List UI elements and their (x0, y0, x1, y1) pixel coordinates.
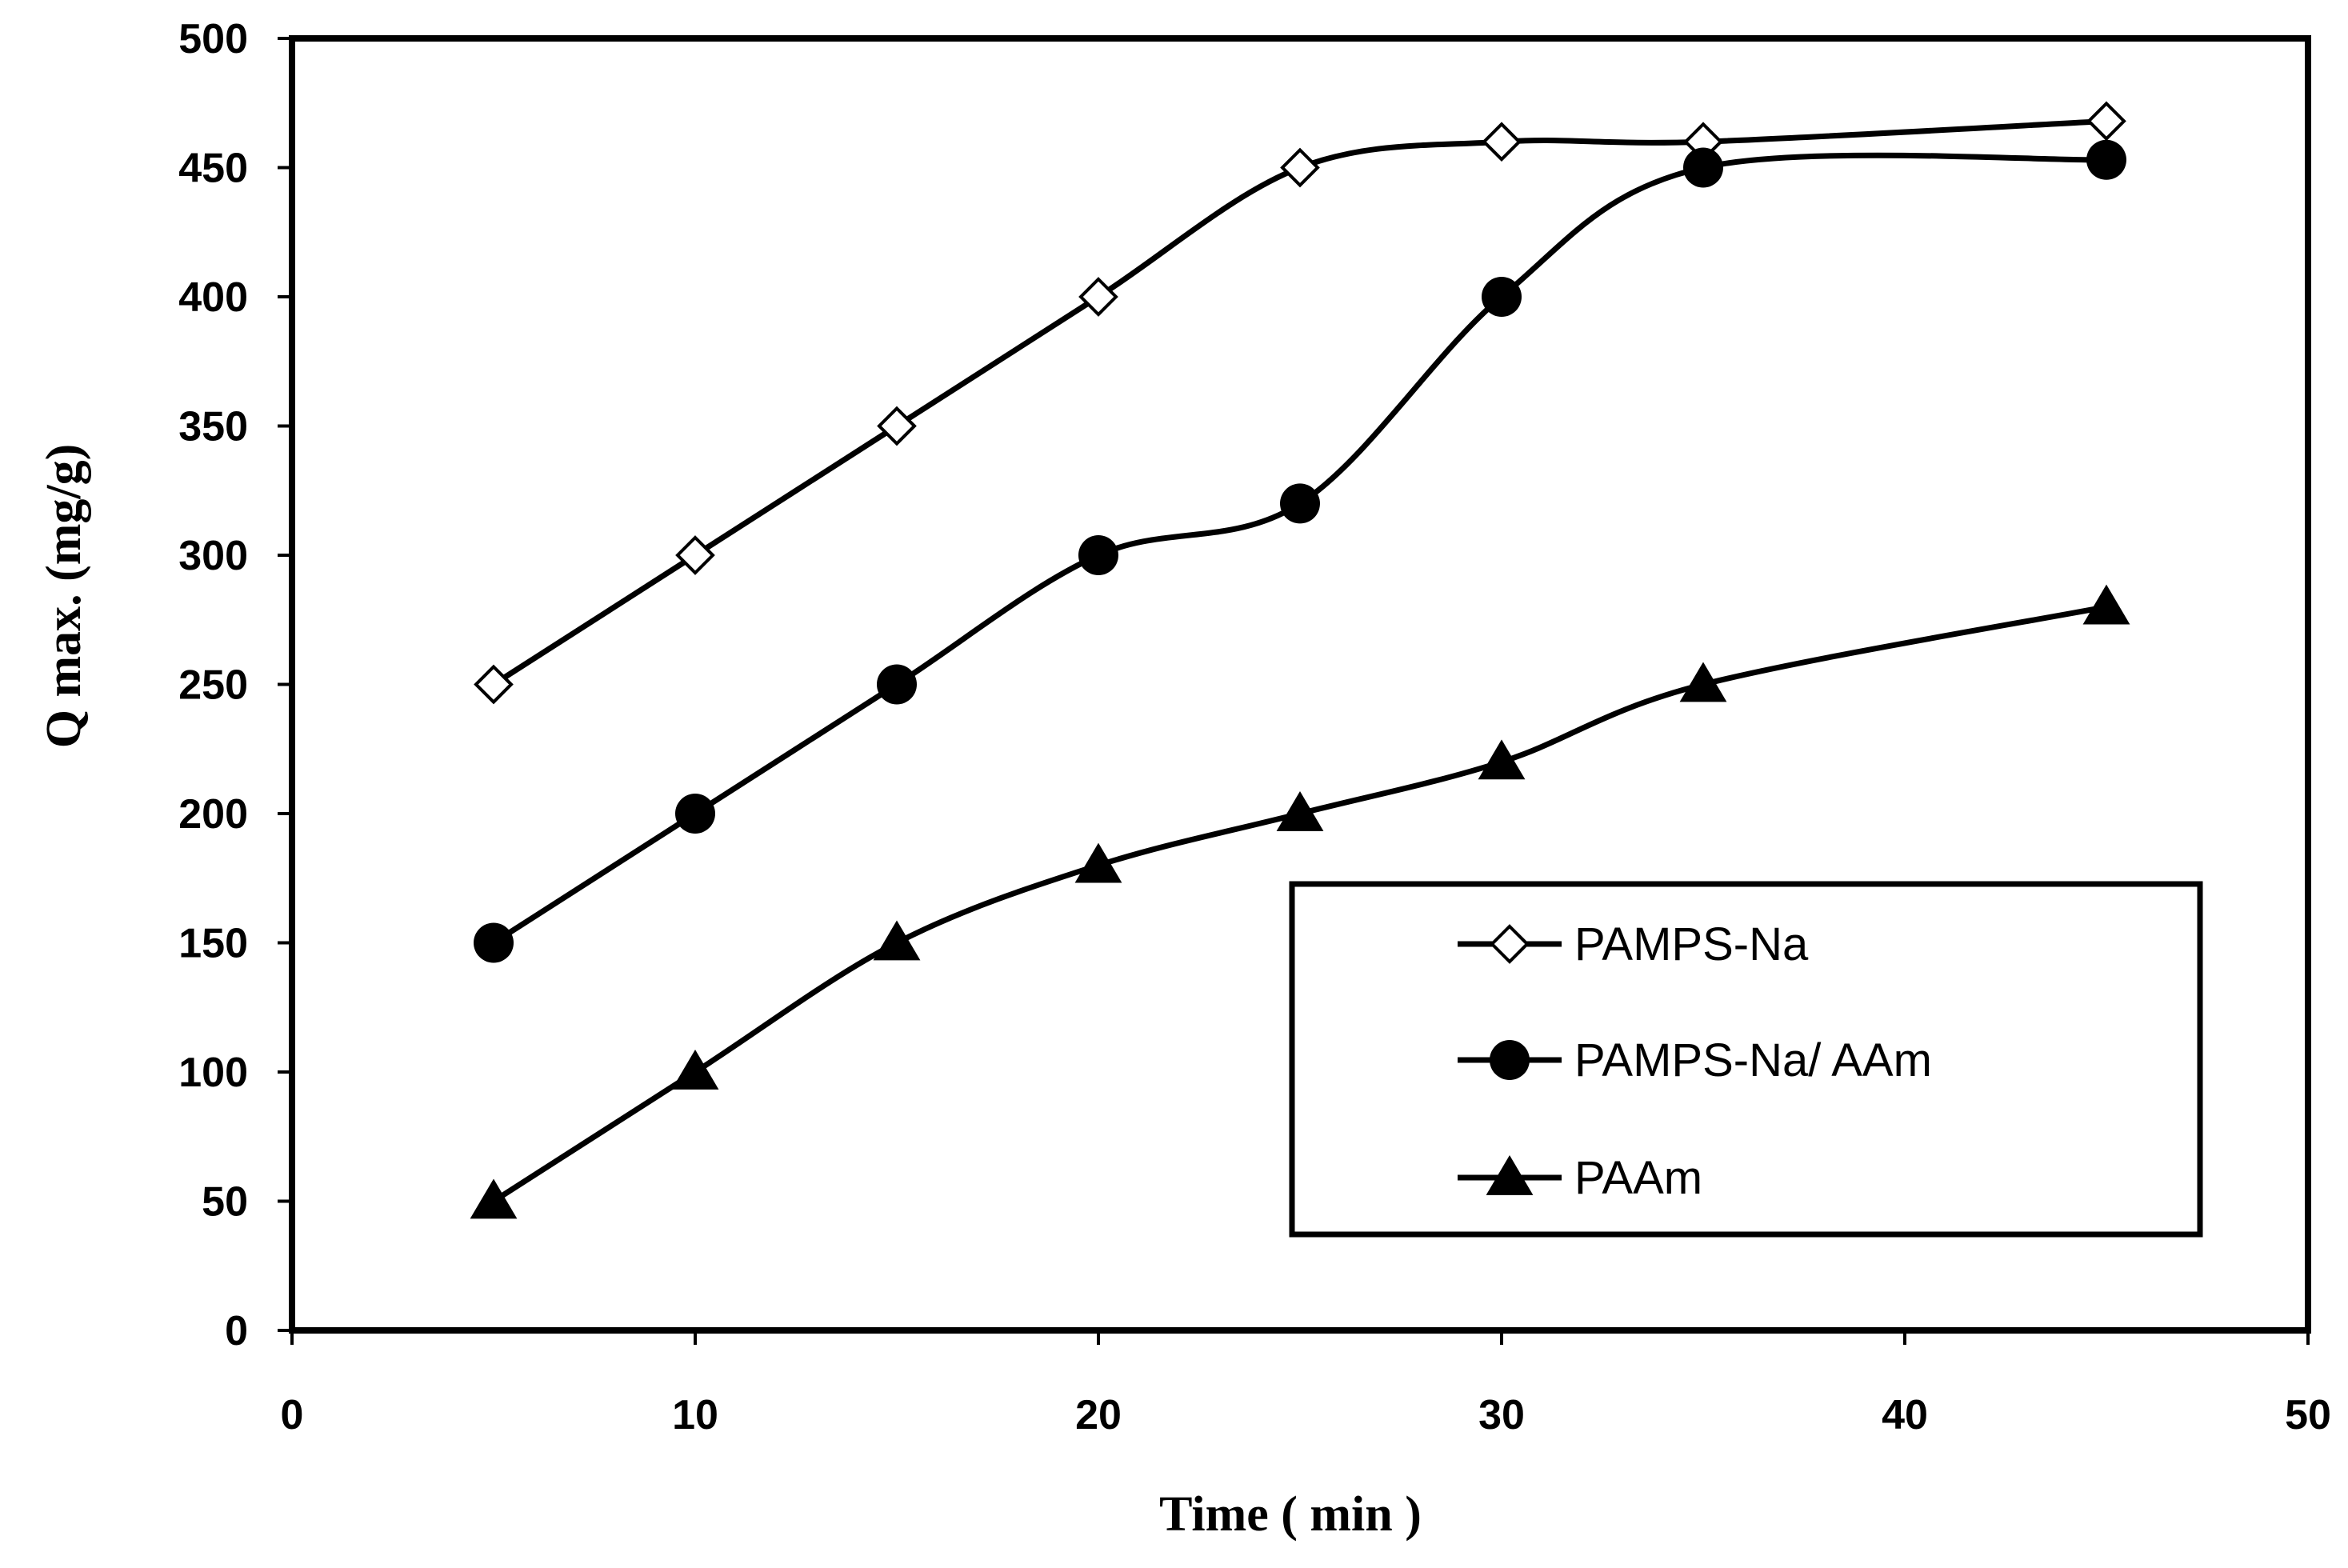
x-tick-label: 50 (2285, 1392, 2331, 1438)
x-tick-label: 0 (281, 1392, 304, 1438)
data-point (2086, 101, 2126, 142)
legend-entry: PAAm (1458, 1152, 1702, 1204)
y-tick-label: 300 (178, 533, 248, 579)
data-point (1078, 535, 1118, 575)
data-point (474, 922, 514, 963)
data-point (671, 1050, 719, 1090)
legend-label: PAMPS-Na (1574, 918, 1809, 970)
data-point (2082, 584, 2130, 625)
legend-box (1289, 881, 2203, 1238)
y-tick-label: 200 (178, 791, 248, 838)
data-point (1482, 277, 1522, 317)
data-point (1280, 147, 1320, 188)
data-point (1478, 739, 1526, 780)
data-point (474, 664, 514, 705)
data-point (2086, 139, 2126, 180)
y-tick-label: 400 (178, 274, 248, 321)
series-1 (474, 101, 2126, 705)
legend-entry: PAMPS-Na/ AAm (1458, 1034, 1932, 1086)
series-2 (474, 139, 2126, 963)
data-point (1280, 483, 1320, 524)
legend-label: PAAm (1574, 1152, 1702, 1204)
data-point (873, 920, 921, 961)
legend: PAMPS-Na PAMPS-Na/ AAm PAAm (1289, 881, 2203, 1238)
x-tick-label: 20 (1075, 1392, 1122, 1438)
legend-marker (1486, 1155, 1534, 1195)
data-point (675, 535, 715, 575)
y-tick-label: 250 (178, 662, 248, 709)
data-point (1276, 791, 1324, 831)
data-point (470, 1178, 518, 1219)
data-point (1078, 277, 1118, 317)
x-axis-title: Time ( min ) (1159, 1487, 1422, 1542)
axis-ticks: 0 50 100 150 200 250 300 350 400 450 500 0 10 20 30 40 5… (178, 16, 2331, 1438)
legend-label: PAMPS-Na/ AAm (1574, 1034, 1932, 1086)
data-point (675, 794, 715, 834)
x-tick-label: 40 (1882, 1392, 1928, 1438)
data-point (877, 406, 917, 446)
x-tick-label: 30 (1478, 1392, 1525, 1438)
y-tick-label: 0 (225, 1308, 248, 1354)
y-tick-label: 500 (178, 16, 248, 62)
data-point (1482, 122, 1522, 162)
y-tick-label: 100 (178, 1050, 248, 1096)
series-3 (470, 584, 2130, 1219)
legend-entry: PAMPS-Na (1458, 918, 1809, 970)
y-tick-label: 450 (178, 146, 248, 192)
y-tick-label: 150 (178, 921, 248, 967)
data-point (1679, 662, 1727, 702)
data-point (1683, 147, 1723, 188)
x-tick-label: 10 (672, 1392, 718, 1438)
data-point (1074, 842, 1122, 883)
data-point (877, 664, 917, 705)
y-tick-label: 350 (178, 404, 248, 450)
y-axis-title: Q max. (mg/g) (37, 444, 91, 749)
legend-marker (1490, 924, 1530, 964)
legend-marker (1490, 1040, 1530, 1080)
y-tick-label: 50 (202, 1179, 248, 1226)
series-layer (470, 101, 2130, 1219)
